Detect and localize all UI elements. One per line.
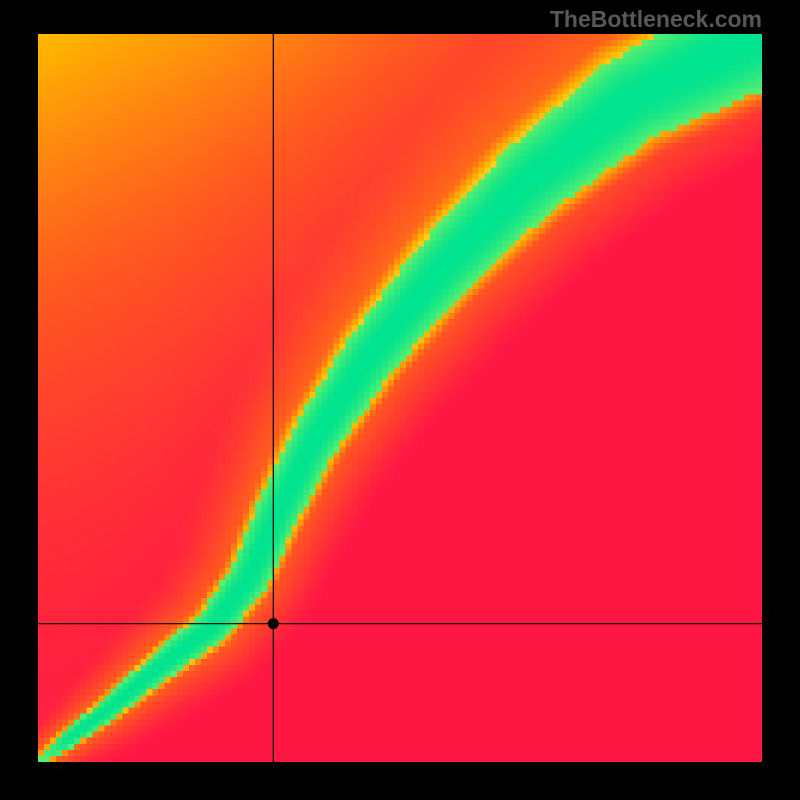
chart-container: TheBottleneck.com xyxy=(0,0,800,800)
bottleneck-heatmap xyxy=(38,34,762,762)
watermark-text: TheBottleneck.com xyxy=(550,6,762,33)
